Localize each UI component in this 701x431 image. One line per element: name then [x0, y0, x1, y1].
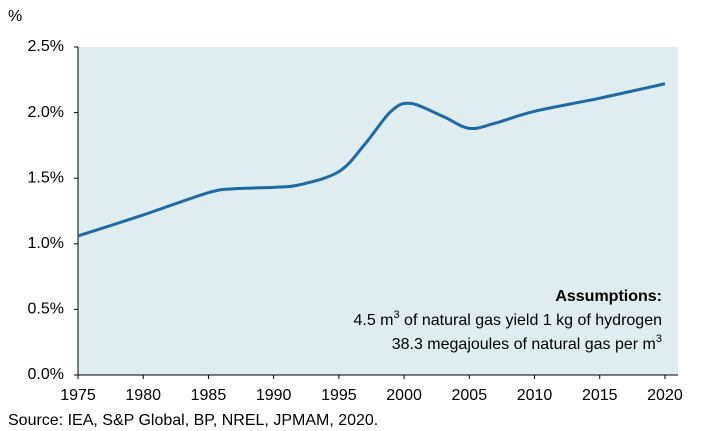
x-tick-label: 1980 — [125, 387, 161, 404]
y-tick-label: 0.0% — [28, 366, 64, 383]
annotation-sup: 3 — [656, 333, 662, 345]
y-tick-label: 2.5% — [28, 38, 64, 55]
x-tick-label: 1995 — [321, 387, 357, 404]
annotation-line: 38.3 megajoules of natural gas per m3 — [392, 333, 662, 353]
x-tick-label: 2000 — [386, 387, 422, 404]
y-tick-label: 1.0% — [28, 235, 64, 252]
annotation-text: of natural gas yield 1 kg of hydrogen — [400, 312, 662, 329]
line-series — [77, 82, 666, 238]
x-tick-label: 1985 — [191, 387, 227, 404]
x-tick-label: 2015 — [582, 387, 618, 404]
y-tick-label: 2.0% — [28, 104, 64, 121]
x-tick-label: 1990 — [256, 387, 292, 404]
x-tick-label: 1975 — [60, 387, 96, 404]
source: Source: IEA, S&P Global, BP, NREL, JPMAM… — [8, 412, 378, 429]
y-tick-label: 1.5% — [28, 169, 64, 186]
annotation-line: 4.5 m3 of natural gas yield 1 kg of hydr… — [353, 309, 662, 329]
annotation-title: Assumptions: — [555, 288, 662, 305]
y-axis-unit: % — [8, 8, 22, 25]
annotation-sup: 3 — [393, 309, 399, 321]
y-tick-label: 0.5% — [28, 301, 64, 318]
annotation-text: 38.3 megajoules of natural gas per m — [392, 336, 656, 353]
x-tick-label: 2005 — [452, 387, 488, 404]
annotation-text: 4.5 m — [353, 312, 393, 329]
x-tick-label: 2020 — [647, 387, 683, 404]
x-tick-label: 2010 — [517, 387, 553, 404]
